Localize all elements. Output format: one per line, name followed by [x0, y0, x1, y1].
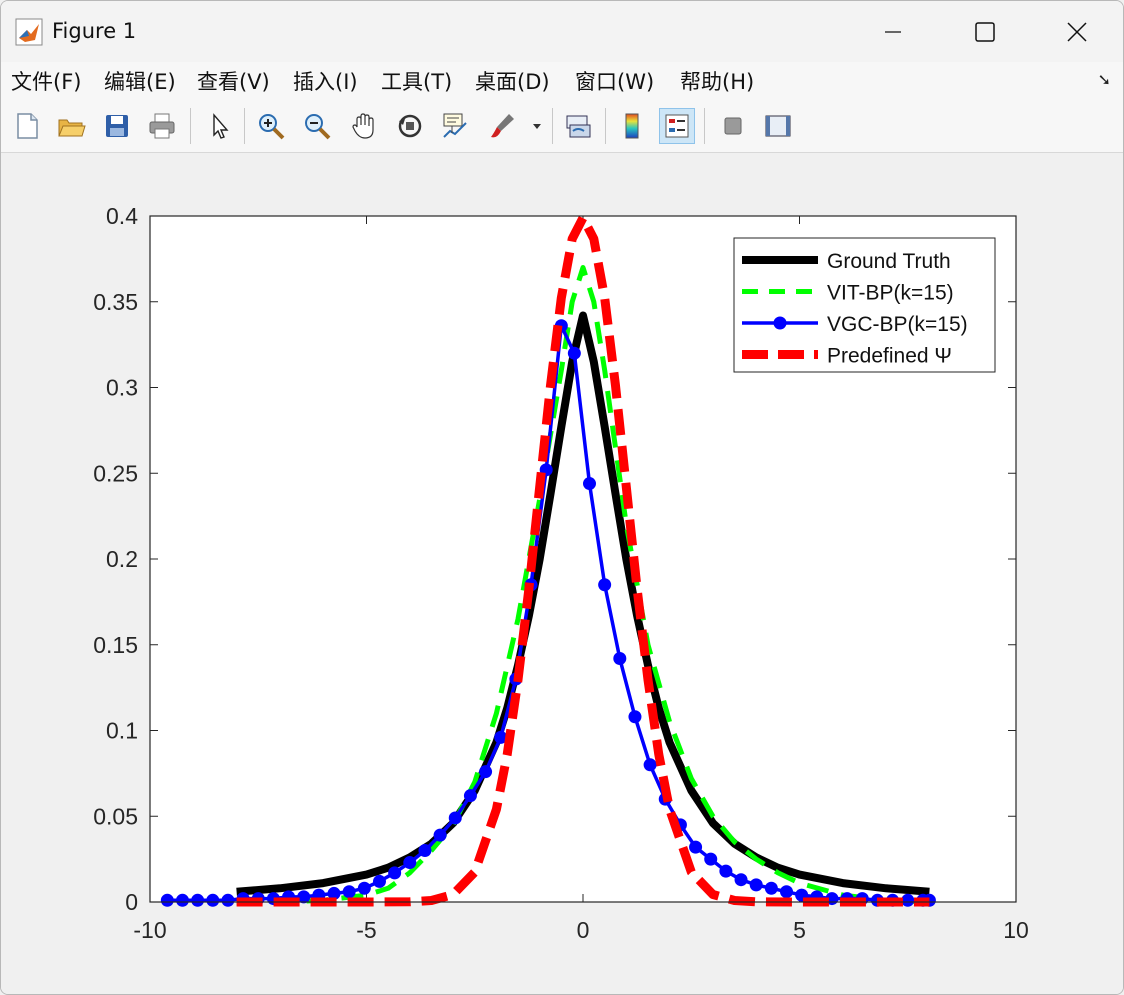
legend-label-2: VGC-BP(k=15): [827, 313, 968, 336]
series-line-3: [236, 213, 930, 907]
series-marker-2: [463, 789, 477, 803]
series-marker-2: [403, 856, 417, 870]
series-marker-2: [643, 758, 657, 772]
maximize-button[interactable]: [939, 1, 1031, 62]
save-icon[interactable]: [99, 108, 135, 144]
close-button[interactable]: [1031, 1, 1123, 62]
series-marker-2: [780, 885, 794, 899]
print-icon[interactable]: [144, 108, 180, 144]
legend-label-3: Predefined Ψ: [827, 345, 952, 368]
y-tick-label: 0.2: [106, 546, 138, 572]
toolbar: [1, 100, 1123, 153]
rotate-3d-icon[interactable]: [392, 108, 428, 144]
series-marker-2: [628, 710, 642, 724]
new-figure-icon[interactable]: [9, 108, 45, 144]
y-tick-label: 0.4: [106, 203, 138, 229]
pan-hand-icon[interactable]: [346, 108, 382, 144]
series-marker-2: [479, 765, 493, 779]
series-marker-2: [372, 874, 386, 888]
series-marker-2: [582, 477, 596, 491]
menu-tools[interactable]: 工具(T): [381, 70, 453, 94]
x-tick-label: 5: [793, 917, 806, 943]
series-marker-2: [175, 893, 189, 907]
legend-marker-2: [773, 316, 787, 330]
figure-canvas: -10 -5 0 5 10 0 0.05 0.1 0.15 0.2 0.25 0.3 0.35 0.4 Gr…: [1, 153, 1123, 994]
plot-area: -10 -5 0 5 10 0 0.05 0.1 0.15 0.2 0.25 0.3 0.35 0.4 Gr…: [93, 203, 1029, 943]
series-marker-2: [567, 346, 581, 360]
y-tick-label: 0.1: [106, 718, 138, 744]
minimize-button[interactable]: [847, 1, 939, 62]
series-marker-2: [388, 866, 402, 880]
menu-view[interactable]: 查看(V): [197, 70, 270, 94]
series-marker-2: [418, 844, 432, 858]
maximize-icon: [975, 21, 995, 42]
series-marker-2: [297, 890, 311, 904]
series-marker-2: [598, 578, 612, 592]
series-marker-2: [689, 840, 703, 854]
series-marker-2: [357, 881, 371, 895]
axes-box: [149, 215, 1017, 903]
y-tick-label: 0.25: [93, 460, 138, 486]
series-line-1: [236, 265, 930, 905]
x-tick-label: 10: [1003, 917, 1029, 943]
menu-insert[interactable]: 插入(I): [293, 70, 358, 94]
hide-plot-tools-icon[interactable]: [715, 108, 751, 144]
series-marker-2: [160, 893, 174, 907]
title-bar[interactable]: Figure 1: [1, 1, 1123, 62]
menu-bar: 文件(F) 编辑(E) 查看(V) 插入(I) 工具(T) 桌面(D) 窗口(W…: [1, 62, 1123, 100]
x-tick-label: -5: [356, 917, 376, 943]
minimize-icon: [885, 30, 901, 33]
window-title: Figure 1: [52, 19, 137, 43]
zoom-in-icon[interactable]: [253, 108, 289, 144]
x-tick-label: 0: [577, 917, 590, 943]
series-marker-2: [448, 811, 462, 825]
y-tick-label: 0.15: [93, 632, 138, 658]
y-tick-label: 0.05: [93, 803, 138, 829]
series-marker-2: [327, 886, 341, 900]
series-marker-2: [704, 852, 718, 866]
link-plot-icon[interactable]: [560, 108, 596, 144]
y-tick-label: 0.3: [106, 375, 138, 401]
series-marker-2: [494, 730, 508, 744]
series-marker-2: [433, 828, 447, 842]
legend-label-1: VIT-BP(k=15): [827, 282, 954, 305]
open-file-icon[interactable]: [53, 108, 89, 144]
zoom-out-icon[interactable]: [299, 108, 335, 144]
series-line-2: [167, 324, 930, 903]
menu-help[interactable]: 帮助(H): [680, 70, 755, 94]
matlab-logo-icon: [15, 18, 43, 46]
y-tick-label: 0.35: [93, 289, 138, 315]
legend-label-0: Ground Truth: [827, 250, 951, 273]
series-marker-2: [191, 893, 205, 907]
series-marker-2: [221, 893, 235, 907]
show-plot-tools-icon[interactable]: [760, 108, 796, 144]
series-marker-2: [764, 881, 778, 895]
data-cursor-icon[interactable]: [437, 108, 473, 144]
brush-icon[interactable]: [484, 108, 520, 144]
menu-desktop[interactable]: 桌面(D): [475, 70, 550, 94]
series-marker-2: [749, 878, 763, 892]
series-marker-2: [719, 864, 733, 878]
series-marker-2: [901, 893, 915, 907]
menu-edit[interactable]: 编辑(E): [104, 70, 176, 94]
menu-file[interactable]: 文件(F): [11, 70, 82, 94]
x-tick-label: -10: [133, 917, 166, 943]
y-tick-label: 0: [125, 889, 138, 915]
series-marker-2: [613, 651, 627, 665]
dock-arrow-icon[interactable]: ➘: [1097, 70, 1111, 89]
legend-icon[interactable]: [659, 108, 695, 144]
series-marker-2: [342, 885, 356, 899]
select-pointer-icon[interactable]: [201, 108, 237, 144]
close-icon: [1067, 21, 1087, 42]
colorbar-icon[interactable]: [614, 108, 650, 144]
brush-dropdown-icon[interactable]: [527, 108, 547, 144]
series-marker-2: [734, 873, 748, 887]
series-marker-2: [206, 893, 220, 907]
menu-window[interactable]: 窗口(W): [575, 70, 655, 94]
